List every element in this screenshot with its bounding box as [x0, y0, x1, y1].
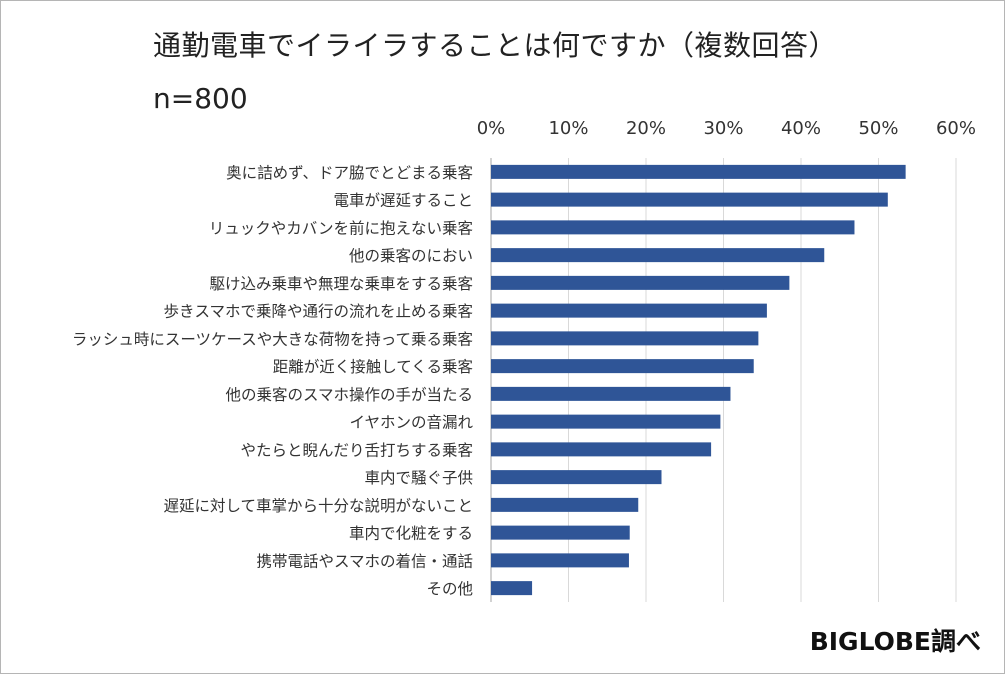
bar	[491, 470, 662, 485]
category-label: 奥に詰めず、ドア脇でとどまる乗客	[226, 164, 473, 182]
category-label: 歩きスマホで乗降や通行の流れを止める乗客	[163, 303, 473, 321]
bar	[491, 220, 855, 235]
category-label: その他	[426, 580, 473, 598]
x-tick-label: 40%	[781, 118, 821, 139]
x-tick-label: 30%	[703, 118, 743, 139]
bar	[491, 192, 888, 207]
category-label: 遅延に対して車掌から十分な説明がないこと	[163, 497, 473, 515]
category-label: 他の乗客のにおい	[349, 247, 473, 265]
source-credit: BIGLOBE調べ	[809, 627, 981, 656]
category-label: 駆け込み乗車や無理な乗車をする乗客	[209, 275, 473, 293]
x-tick-labels: 0% 10% 20% 30% 40% 50% 60%	[477, 118, 976, 139]
sample-size-label: n=800	[153, 82, 248, 115]
category-label: 車内で化粧をする	[349, 525, 473, 543]
bar	[491, 525, 630, 540]
category-label: 距離が近く接触してくる乗客	[273, 358, 473, 376]
category-label: ラッシュ時にスーツケースや大きな荷物を持って乗る乗客	[72, 330, 473, 348]
x-tick-label: 60%	[936, 118, 976, 139]
bar	[491, 303, 767, 318]
category-label: 携帯電話やスマホの着信・通話	[256, 552, 473, 570]
x-tick-label: 50%	[858, 118, 898, 139]
x-tick-label: 0%	[477, 118, 506, 139]
x-tick-label: 20%	[626, 118, 666, 139]
x-tick-label: 10%	[548, 118, 588, 139]
category-label: イヤホンの音漏れ	[349, 414, 473, 432]
bar	[491, 248, 825, 263]
chart-title: 通勤電車でイライラすることは何ですか（複数回答）	[153, 29, 838, 62]
bar	[491, 442, 712, 457]
bar	[491, 359, 754, 374]
bar	[491, 275, 790, 290]
bar	[491, 581, 533, 596]
bars	[491, 164, 906, 596]
bar	[491, 497, 639, 512]
category-label: リュックやカバンを前に抱えない乗客	[209, 219, 473, 237]
bar	[491, 331, 759, 346]
bar	[491, 414, 721, 429]
category-label: 他の乗客のスマホ操作の手が当たる	[225, 386, 473, 404]
category-label: 車内で騒ぐ子供	[364, 469, 473, 487]
bar	[491, 164, 906, 179]
bar	[491, 386, 731, 401]
category-labels: 奥に詰めず、ドア脇でとどまる乗客電車が遅延することリュックやカバンを前に抱えない…	[72, 164, 474, 598]
bar	[491, 553, 629, 568]
category-label: 電車が遅延すること	[333, 192, 473, 210]
category-label: やたらと睨んだり舌打ちする乗客	[240, 441, 473, 459]
